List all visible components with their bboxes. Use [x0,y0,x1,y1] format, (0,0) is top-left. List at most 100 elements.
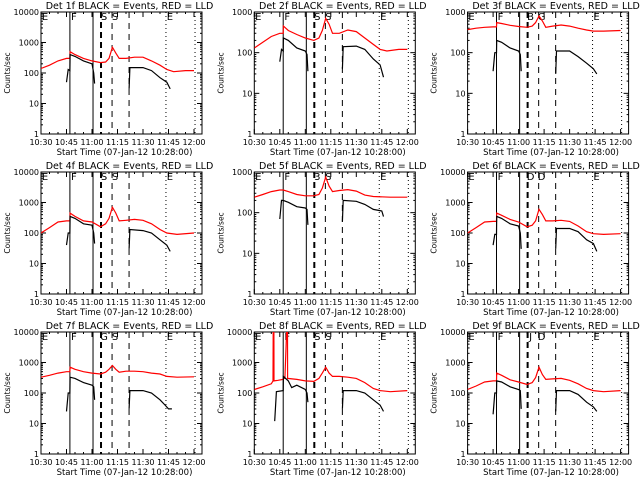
panel-title: Det 2f BLACK = Events, RED = LLD [259,1,427,12]
x-tick-label: 11:45 [157,458,180,467]
y-tick-label: 10 [455,89,465,98]
y-tick-label: 1000 [19,359,39,368]
series-events-line [65,215,171,252]
series-events-line [492,215,598,252]
interval-label: S [112,12,118,23]
interval-label: S [101,12,107,23]
x-tick-label: 11:15 [533,298,556,307]
x-tick-label: 10:45 [482,298,505,307]
y-tick-label: 1 [247,130,252,139]
y-tick-label: 1000 [232,168,252,177]
interval-label: G [100,332,108,343]
interval-label: S [325,12,331,23]
x-tick-label: 11:45 [157,138,180,147]
interval-label: E [380,172,386,183]
y-tick-label: 1000 [445,359,465,368]
y-tick-label: 100 [237,49,252,58]
panel-det-1: Det 1f BLACK = Events, RED = LLD 1 10 100 10… [3,1,213,158]
panel-det-7: Det 7f BLACK = Events, RED = LLD 1 10 100 10… [3,321,213,478]
y-tick-label: 10 [242,420,252,429]
interval-label: E [380,332,386,343]
y-tick-label: 10 [242,89,252,98]
x-tick-label: 12:00 [182,298,205,307]
x-tick-label: 11:00 [80,138,103,147]
y-tick-label: 1000 [445,8,465,17]
interval-label: F [498,12,504,23]
y-tick-label: 100 [237,389,252,398]
series-events-line [492,380,598,415]
panel-det-2: Det 2f BLACK = Events, RED = LLD 1 10 100 10… [216,1,426,158]
plot-frame [467,11,630,135]
y-tick-label: 100 [24,229,39,238]
x-tick-label: 10:30 [243,298,266,307]
series-events-line [492,39,598,75]
x-tick-label: 11:30 [345,298,368,307]
y-axis-label: Counts/sec [216,52,225,93]
y-tick-label: 1 [247,450,252,459]
plot-frame [253,171,416,295]
x-axis-label: Start Time (07-Jan-12 10:28:00) [483,468,619,478]
y-tick-label: 100 [450,229,465,238]
y-axis-label: Counts/sec [3,52,12,93]
panel-title: Det 1f BLACK = Events, RED = LLD [46,1,214,12]
x-tick-label: 12:00 [609,138,632,147]
y-tick-label: 10000 [440,328,465,337]
x-tick-label: 10:45 [482,138,505,147]
plot-frame [40,171,203,295]
plot-frame [40,331,203,455]
x-axis-label: Start Time (07-Jan-12 10:28:00) [57,468,193,478]
x-tick-label: 10:45 [268,458,291,467]
x-tick-label: 11:30 [558,458,581,467]
x-tick-label: 10:30 [243,138,266,147]
x-tick-label: 11:15 [533,138,556,147]
series-lld-line [467,207,621,236]
series-events-line [279,199,385,225]
y-tick-label: 10 [29,100,39,109]
y-tick-label: 10000 [14,8,39,17]
x-tick-label: 10:30 [243,458,266,467]
panel-title: Det 5f BLACK = Events, RED = LLD [259,161,427,172]
y-axis-label: Counts/sec [3,212,12,253]
interval-label: E [42,172,48,183]
interval-label: E [468,172,474,183]
y-axis-label: Counts/sec [216,212,225,253]
y-axis-label: Counts/sec [3,372,12,413]
x-axis-label: Start Time (07-Jan-12 10:28:00) [270,148,406,158]
y-tick-label: 100 [237,209,252,218]
x-axis-label: Start Time (07-Jan-12 10:28:00) [57,308,193,318]
interval-label: E [380,12,386,23]
plot-frame [467,171,630,295]
interval-label: D [527,172,535,183]
x-tick-label: 12:00 [609,458,632,467]
interval-label: G [538,12,546,23]
panel-title: Det 7f BLACK = Events, RED = LLD [46,321,214,332]
interval-label: E [593,12,599,23]
x-tick-label: 11:15 [106,298,129,307]
x-tick-label: 11:00 [80,458,103,467]
x-axis-label: Start Time (07-Jan-12 10:28:00) [270,308,406,318]
x-tick-label: 10:45 [268,138,291,147]
interval-label: J [528,332,532,343]
x-tick-label: 11:00 [294,298,317,307]
x-tick-label: 10:30 [456,138,479,147]
y-tick-label: 1 [461,130,466,139]
plot-frame [253,331,416,455]
x-tick-label: 11:00 [80,298,103,307]
y-tick-label: 10 [242,249,252,258]
x-tick-label: 11:45 [370,298,393,307]
x-tick-label: 10:45 [482,458,505,467]
y-tick-label: 1 [34,130,39,139]
interval-label: F [284,172,290,183]
x-tick-label: 10:30 [29,138,52,147]
interval-label: S [325,172,331,183]
y-tick-label: 10000 [227,328,252,337]
y-tick-label: 100 [450,389,465,398]
panel-det-3: Det 3f BLACK = Events, RED = LLD 1 10 100 10… [430,1,640,158]
x-tick-label: 11:30 [345,138,368,147]
panel-det-6: Det 6f BLACK = Events, RED = LLD 1 10 100 10… [430,161,640,318]
x-tick-label: 11:45 [584,458,607,467]
x-tick-label: 10:30 [29,458,52,467]
x-tick-label: 10:45 [268,298,291,307]
interval-label: S [112,332,118,343]
